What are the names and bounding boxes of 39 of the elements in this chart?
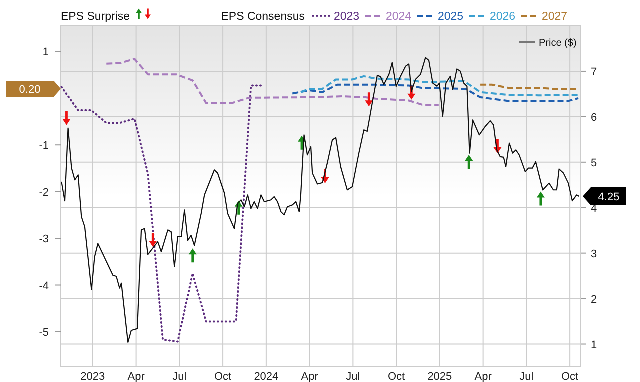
legend-label: 2026	[490, 11, 516, 23]
y2-tick-label: 6	[591, 112, 598, 124]
line-series	[106, 58, 440, 106]
x-tick-label: Oct	[388, 371, 406, 382]
x-tick-label: 2025	[428, 371, 452, 382]
line-series	[300, 75, 580, 97]
y2-tick-label: 3	[591, 248, 598, 260]
y-tick-label: -1	[39, 140, 49, 152]
y-tick-label: -4	[39, 280, 49, 292]
y2-tick-label: 1	[591, 339, 598, 352]
line-series	[61, 57, 580, 343]
y2-tick-label: 7	[591, 66, 598, 78]
y-tick-label: -5	[39, 326, 49, 339]
x-tick-label: Oct	[562, 371, 579, 382]
text: 0.20	[19, 84, 41, 96]
text: 4.25	[598, 192, 620, 204]
x-tick-label: Jul	[172, 371, 187, 382]
y-tick-label: -2	[39, 186, 49, 199]
y-tick-label: 1	[42, 46, 49, 59]
line-series	[292, 84, 580, 102]
legend-label: 2027	[542, 11, 568, 23]
y-tick-label: -3	[39, 234, 49, 246]
legend-label: 2024	[386, 11, 412, 23]
x-tick-label: Apr	[474, 371, 492, 382]
line-series	[60, 84, 264, 343]
text: EPS Surprise	[61, 11, 130, 23]
x-tick-label: Apr	[301, 371, 319, 382]
x-tick-label: Jul	[346, 371, 360, 382]
x-tick-label: Jul	[520, 371, 534, 382]
x-tick-label: Oct	[214, 371, 232, 382]
legend-title: EPS Consensus	[221, 11, 306, 23]
x-tick-label: 2023	[80, 371, 106, 382]
y2-tick-label: 5	[591, 157, 598, 170]
y2-tick-label: 2	[591, 294, 598, 306]
legend-label: 2023	[334, 11, 360, 23]
text: Price ($)	[539, 38, 577, 49]
x-tick-label: 2024	[254, 371, 279, 382]
x-tick-label: Apr	[128, 371, 146, 382]
legend-label: 2025	[438, 11, 464, 23]
